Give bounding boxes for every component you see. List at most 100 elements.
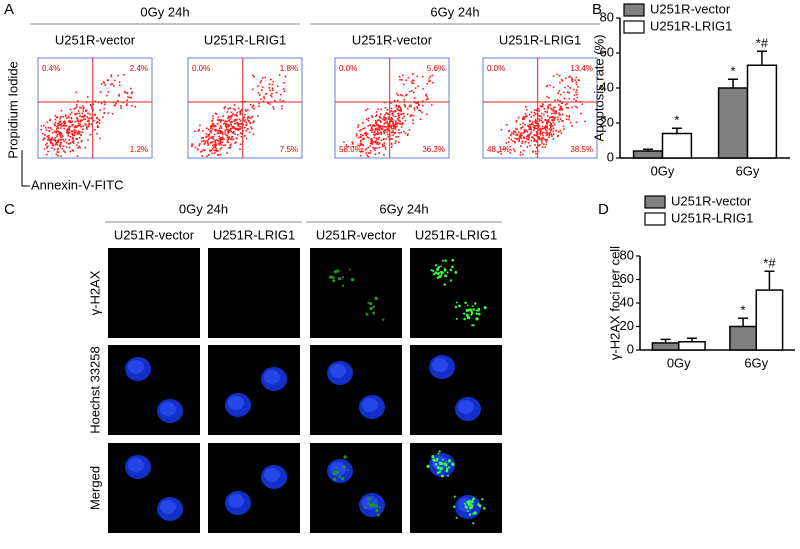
event-dot bbox=[552, 119, 554, 121]
event-dot bbox=[79, 120, 82, 123]
event-dot bbox=[554, 112, 557, 115]
x-tick-label: 0Gy bbox=[667, 355, 691, 370]
event-dot bbox=[242, 117, 245, 119]
event-dot bbox=[528, 113, 531, 116]
event-dot bbox=[549, 131, 552, 134]
event-dot bbox=[68, 142, 71, 145]
event-dot bbox=[87, 112, 89, 115]
event-dot bbox=[523, 131, 526, 134]
event-dot bbox=[552, 121, 555, 124]
event-dot bbox=[128, 96, 131, 99]
event-dot bbox=[390, 131, 393, 134]
event-dot bbox=[373, 147, 375, 150]
foci bbox=[475, 317, 479, 321]
event-dot bbox=[42, 138, 45, 141]
event-dot bbox=[64, 151, 67, 154]
event-dot bbox=[239, 125, 242, 128]
event-dot bbox=[561, 120, 563, 122]
event-dot bbox=[236, 115, 238, 117]
event-dot bbox=[385, 112, 388, 114]
foci bbox=[436, 276, 440, 279]
event-dot bbox=[529, 132, 532, 135]
event-dot bbox=[375, 123, 378, 125]
event-dot bbox=[372, 142, 374, 144]
event-dot bbox=[76, 155, 79, 157]
event-dot bbox=[559, 93, 562, 96]
event-dot bbox=[528, 137, 531, 139]
event-dot bbox=[500, 128, 503, 131]
event-dot bbox=[69, 125, 72, 128]
event-dot bbox=[430, 104, 433, 106]
bar bbox=[717, 87, 749, 159]
event-dot bbox=[412, 119, 414, 121]
event-dot bbox=[389, 119, 392, 121]
event-dot bbox=[284, 75, 287, 78]
quadrant-percent: 13.4% bbox=[570, 64, 593, 73]
event-dot bbox=[539, 130, 542, 133]
event-dot bbox=[390, 118, 393, 120]
event-dot bbox=[100, 83, 103, 85]
event-dot bbox=[546, 133, 548, 136]
event-dot bbox=[57, 139, 59, 142]
event-dot bbox=[83, 115, 85, 118]
event-dot bbox=[393, 132, 396, 135]
event-dot bbox=[228, 147, 231, 149]
event-dot bbox=[497, 151, 499, 154]
event-dot bbox=[237, 122, 239, 125]
quadrant-percent: 36.3% bbox=[422, 145, 445, 154]
foci bbox=[436, 457, 439, 461]
foci bbox=[454, 305, 458, 309]
event-dot bbox=[51, 137, 53, 140]
event-dot bbox=[558, 90, 561, 92]
event-dot bbox=[56, 151, 59, 153]
event-dot bbox=[72, 134, 74, 137]
significance-mark: * bbox=[731, 64, 736, 79]
event-dot bbox=[213, 125, 215, 128]
foci bbox=[372, 305, 375, 309]
event-dot bbox=[374, 147, 376, 150]
event-dot bbox=[529, 119, 531, 122]
event-dot bbox=[508, 129, 511, 132]
foci bbox=[477, 307, 481, 311]
event-dot bbox=[131, 104, 133, 107]
event-dot bbox=[521, 142, 524, 144]
event-dot bbox=[522, 149, 525, 152]
quadrant-percent: 0.0% bbox=[192, 64, 210, 73]
event-dot bbox=[546, 123, 548, 125]
foci bbox=[447, 474, 450, 477]
event-dot bbox=[541, 140, 543, 142]
event-dot bbox=[396, 122, 398, 124]
event-dot bbox=[214, 152, 216, 154]
event-dot bbox=[243, 116, 246, 119]
event-dot bbox=[528, 134, 531, 136]
event-dot bbox=[63, 127, 66, 130]
foci bbox=[455, 516, 458, 519]
foci bbox=[464, 301, 467, 305]
event-dot bbox=[47, 139, 49, 141]
micrograph bbox=[310, 248, 402, 338]
event-dot bbox=[569, 87, 571, 89]
event-dot bbox=[384, 129, 386, 132]
event-dot bbox=[393, 110, 395, 113]
event-dot bbox=[540, 119, 543, 122]
event-dot bbox=[208, 133, 211, 135]
event-dot bbox=[54, 139, 57, 142]
event-dot bbox=[377, 108, 379, 110]
bar bbox=[729, 325, 758, 351]
event-dot bbox=[44, 134, 46, 136]
event-dot bbox=[214, 129, 217, 132]
event-dot bbox=[214, 141, 217, 143]
event-dot bbox=[515, 121, 518, 123]
event-dot bbox=[394, 99, 396, 102]
event-dot bbox=[103, 107, 105, 110]
event-dot bbox=[526, 146, 529, 148]
foci bbox=[432, 458, 435, 462]
event-dot bbox=[207, 141, 209, 143]
event-dot bbox=[512, 133, 515, 135]
event-dot bbox=[217, 116, 220, 119]
event-dot bbox=[63, 120, 66, 123]
event-dot bbox=[279, 99, 281, 101]
event-dot bbox=[549, 124, 551, 127]
event-dot bbox=[509, 145, 512, 148]
event-dot bbox=[227, 132, 229, 135]
